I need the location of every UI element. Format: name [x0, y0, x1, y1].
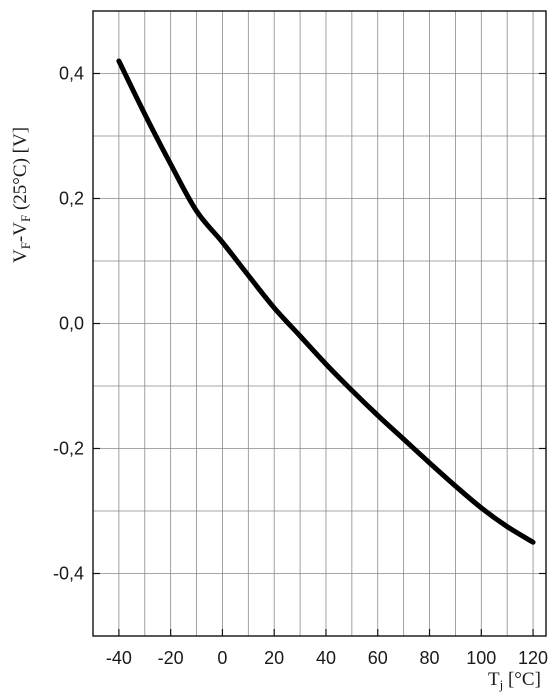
x-tick-label: 100	[466, 648, 496, 668]
y-tick-label: 0,4	[59, 64, 84, 84]
grid-lines	[93, 11, 546, 636]
y-axis-label: VF-VF (25°C) [V]	[10, 127, 33, 263]
series-layer	[116, 58, 536, 545]
y-tick-label: 0,2	[59, 189, 84, 209]
x-tick-label: 80	[419, 648, 439, 668]
x-axis-label: Tj [°C]	[488, 669, 541, 692]
x-tick-label: -20	[158, 648, 184, 668]
series-line	[116, 58, 536, 545]
y-tick-labels: 0,4 0,2 0,0 -0,2 -0,4	[53, 64, 84, 584]
x-tick-label: -40	[106, 648, 132, 668]
x-tick-label: 60	[368, 648, 388, 668]
x-tick-label: 20	[264, 648, 284, 668]
x-tick-label: 40	[316, 648, 336, 668]
y-tick-label: -0,2	[53, 439, 84, 459]
tick-marks	[93, 72, 546, 636]
x-tick-label: 0	[217, 648, 227, 668]
y-tick-label: 0,0	[59, 314, 84, 334]
x-tick-label: 120	[518, 648, 548, 668]
y-tick-label: -0,4	[53, 564, 84, 584]
x-tick-labels: -40 -20 0 20 40 60 80 100 120	[106, 648, 548, 668]
